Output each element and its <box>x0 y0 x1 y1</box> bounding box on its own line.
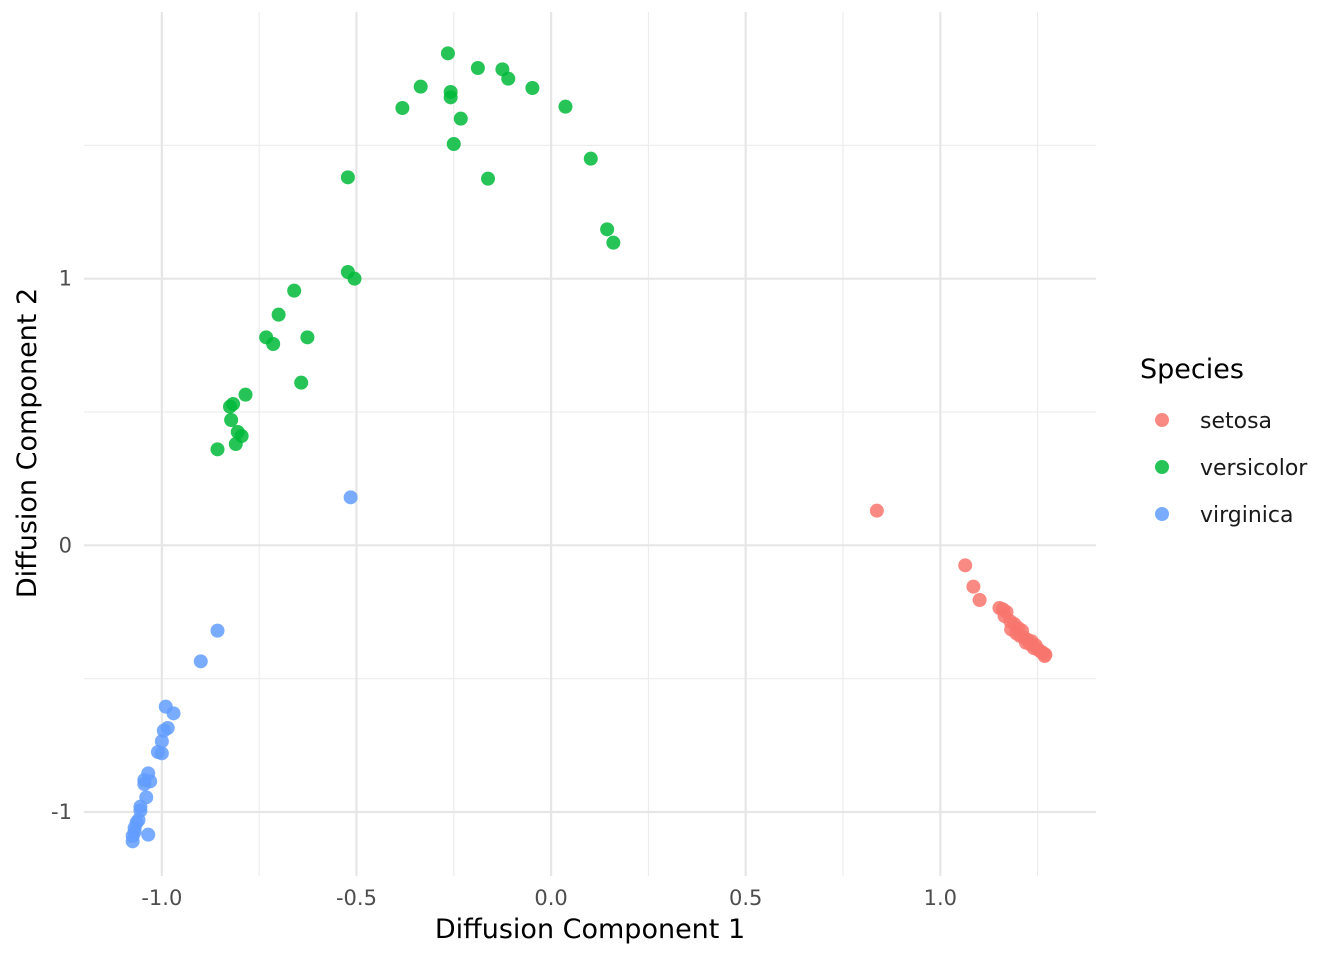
point-setosa <box>1022 637 1037 651</box>
y-tick-labels: -1 0 1 <box>51 267 72 824</box>
legend-items: setosa versicolor virginica <box>1155 409 1308 528</box>
x-tick-label: 0.0 <box>534 886 567 910</box>
x-tick-label: 0.5 <box>729 886 762 910</box>
point-versicolor <box>271 307 286 322</box>
point-versicolor <box>443 90 458 105</box>
point-setosa <box>869 503 884 518</box>
point-versicolor <box>300 330 315 345</box>
legend-label-virginica: virginica <box>1200 503 1294 528</box>
point-virginica <box>137 777 152 791</box>
point-versicolor <box>340 170 355 185</box>
point-versicolor <box>287 283 302 298</box>
point-virginica <box>141 827 156 842</box>
point-setosa <box>1037 649 1052 663</box>
point-virginica <box>154 734 169 749</box>
point-versicolor <box>583 151 598 166</box>
data-points <box>125 46 1053 849</box>
legend-label-versicolor: versicolor <box>1200 456 1308 481</box>
point-versicolor <box>525 81 540 95</box>
point-versicolor <box>446 137 461 151</box>
legend-label-setosa: setosa <box>1200 409 1272 434</box>
point-versicolor <box>470 61 485 75</box>
legend-title: Species <box>1140 354 1244 385</box>
point-versicolor <box>558 99 573 114</box>
point-virginica <box>193 654 208 669</box>
point-versicolor <box>266 337 281 351</box>
point-versicolor <box>600 222 615 237</box>
legend: Species setosa versicolor virginica <box>1140 354 1308 528</box>
point-virginica <box>166 706 181 721</box>
point-versicolor <box>413 79 428 94</box>
point-versicolor <box>481 171 496 186</box>
x-tick-label: 1.0 <box>924 886 957 910</box>
point-versicolor <box>501 71 516 86</box>
point-virginica <box>154 746 169 761</box>
point-setosa <box>972 593 987 607</box>
legend-key-setosa <box>1155 413 1169 427</box>
legend-key-versicolor <box>1155 460 1169 474</box>
point-setosa <box>966 579 981 594</box>
point-versicolor <box>210 442 225 457</box>
y-axis-title: Diffusion Component 2 <box>12 288 43 598</box>
y-tick-label: 1 <box>59 267 72 291</box>
x-axis-title: Diffusion Component 1 <box>435 914 745 945</box>
y-tick-label: 0 <box>59 533 72 557</box>
point-virginica <box>125 834 140 849</box>
point-versicolor <box>238 387 253 402</box>
point-virginica <box>210 623 225 638</box>
point-versicolor <box>347 271 362 286</box>
y-tick-label: -1 <box>51 800 72 824</box>
legend-key-virginica <box>1155 507 1169 521</box>
point-versicolor <box>228 437 243 451</box>
point-versicolor <box>224 413 239 427</box>
x-tick-label: -0.5 <box>336 886 377 910</box>
point-versicolor <box>226 397 241 411</box>
minor-grid <box>84 12 1096 876</box>
x-tick-labels: -1.0 -0.5 0.0 0.5 1.0 <box>141 886 957 910</box>
point-versicolor <box>440 46 455 61</box>
x-tick-label: -1.0 <box>141 886 182 910</box>
point-virginica <box>156 723 171 738</box>
point-versicolor <box>395 101 410 115</box>
point-versicolor <box>453 111 468 126</box>
major-grid <box>84 12 1096 876</box>
point-versicolor <box>294 375 309 390</box>
point-versicolor <box>606 235 621 250</box>
point-setosa <box>958 558 973 573</box>
point-virginica <box>343 490 358 505</box>
